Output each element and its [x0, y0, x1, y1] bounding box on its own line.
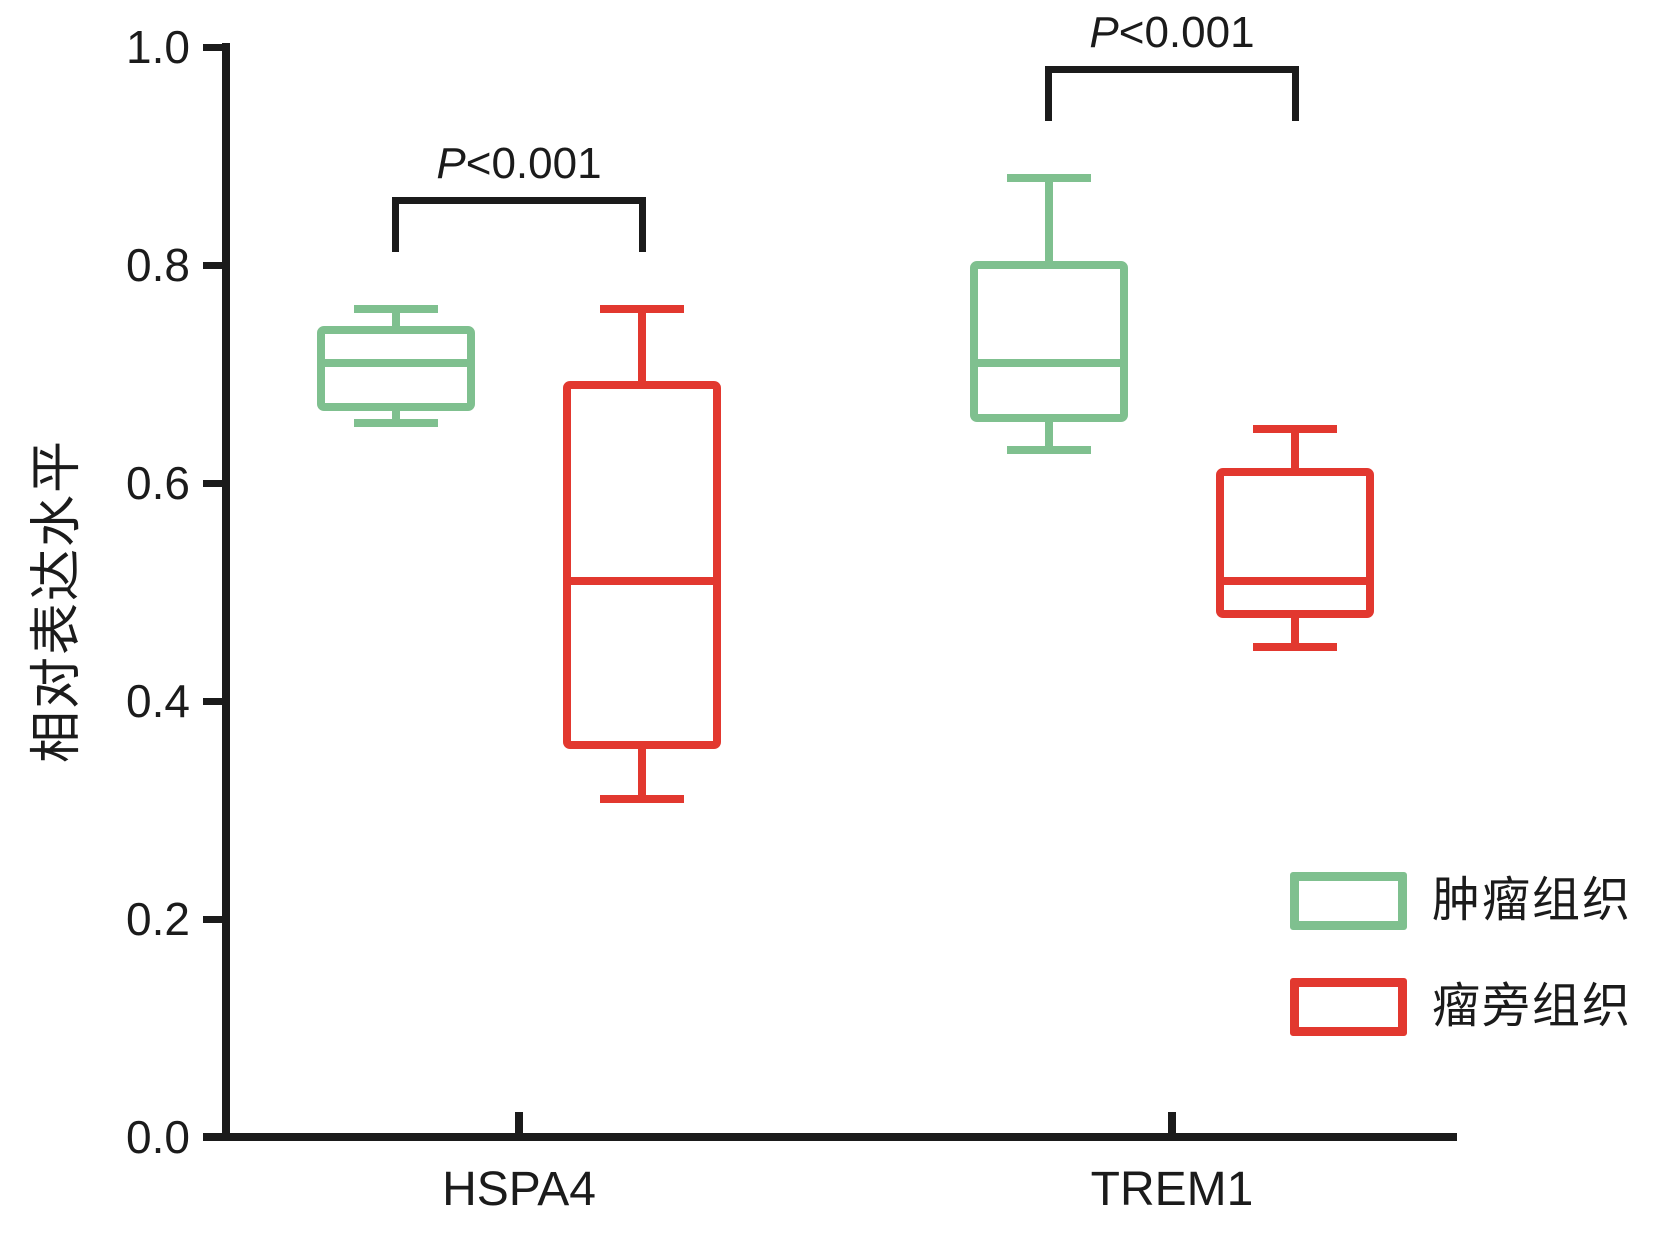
p-threshold: <0.001 — [1118, 8, 1255, 57]
whisker-upper-瘤旁组织-TREM1 — [1291, 429, 1299, 472]
significance-bracket-trem1 — [1045, 66, 1299, 121]
y-tick-label: 1.0 — [126, 21, 190, 73]
whisker-lower-瘤旁组织-HSPA4 — [638, 745, 646, 799]
median-肿瘤组织-TREM1 — [970, 359, 1128, 367]
whisker-upper-瘤旁组织-HSPA4 — [638, 309, 646, 385]
y-axis-tick — [203, 916, 222, 923]
whisker-lower-肿瘤组织-HSPA4 — [392, 407, 400, 423]
legend-swatch-paratumor — [1290, 978, 1407, 1036]
y-tick-label: 0.6 — [126, 457, 190, 509]
whisker-cap-max-肿瘤组织-TREM1 — [1007, 174, 1091, 182]
whisker-upper-肿瘤组织-HSPA4 — [392, 309, 400, 330]
p-symbol: P — [1089, 8, 1119, 57]
legend-label-tumor: 肿瘤组织 — [1432, 874, 1633, 927]
y-tick-label: 0.4 — [126, 675, 190, 727]
median-瘤旁组织-HSPA4 — [563, 577, 721, 585]
box-肿瘤组织-TREM1 — [970, 261, 1128, 422]
y-axis-title: 相对表达水平 — [28, 439, 86, 764]
y-tick-label: 0.2 — [126, 893, 190, 945]
whisker-cap-min-瘤旁组织-TREM1 — [1253, 643, 1337, 651]
whisker-cap-min-肿瘤组织-TREM1 — [1007, 446, 1091, 454]
whisker-lower-肿瘤组织-TREM1 — [1045, 418, 1053, 450]
y-tick-label: 0.0 — [126, 1111, 190, 1163]
y-axis-line — [222, 43, 230, 1141]
y-tick-label: 0.8 — [126, 239, 190, 291]
whisker-cap-max-肿瘤组织-HSPA4 — [354, 305, 438, 313]
y-axis-tick — [203, 480, 222, 487]
y-axis-tick — [203, 698, 222, 705]
whisker-cap-min-肿瘤组织-HSPA4 — [354, 419, 438, 427]
box-肿瘤组织-HSPA4 — [317, 326, 475, 411]
box-瘤旁组织-TREM1 — [1216, 468, 1374, 618]
x-axis-tick — [1168, 1112, 1176, 1133]
whisker-cap-max-瘤旁组织-HSPA4 — [600, 305, 684, 313]
p-symbol: P — [436, 139, 466, 188]
p-threshold: <0.001 — [465, 139, 602, 188]
whisker-upper-肿瘤组织-TREM1 — [1045, 178, 1053, 265]
box-瘤旁组织-HSPA4 — [563, 381, 721, 749]
median-肿瘤组织-HSPA4 — [317, 359, 475, 367]
x-axis-line — [203, 1133, 1457, 1141]
whisker-lower-瘤旁组织-TREM1 — [1291, 614, 1299, 647]
p-value-label-trem1: P<0.001 — [972, 8, 1372, 58]
y-axis-tick — [203, 44, 222, 51]
p-value-label-hspa4: P<0.001 — [319, 139, 719, 189]
whisker-cap-max-瘤旁组织-TREM1 — [1253, 425, 1337, 433]
legend-swatch-tumor — [1290, 872, 1407, 930]
whisker-cap-min-瘤旁组织-HSPA4 — [600, 795, 684, 803]
x-axis-tick — [515, 1112, 523, 1133]
category-label-trem1: TREM1 — [1090, 1163, 1254, 1216]
category-label-hspa4: HSPA4 — [442, 1163, 596, 1216]
legend-label-paratumor: 瘤旁组织 — [1432, 980, 1633, 1033]
significance-bracket-hspa4 — [392, 197, 646, 252]
median-瘤旁组织-TREM1 — [1216, 577, 1374, 585]
y-axis-tick — [203, 262, 222, 269]
